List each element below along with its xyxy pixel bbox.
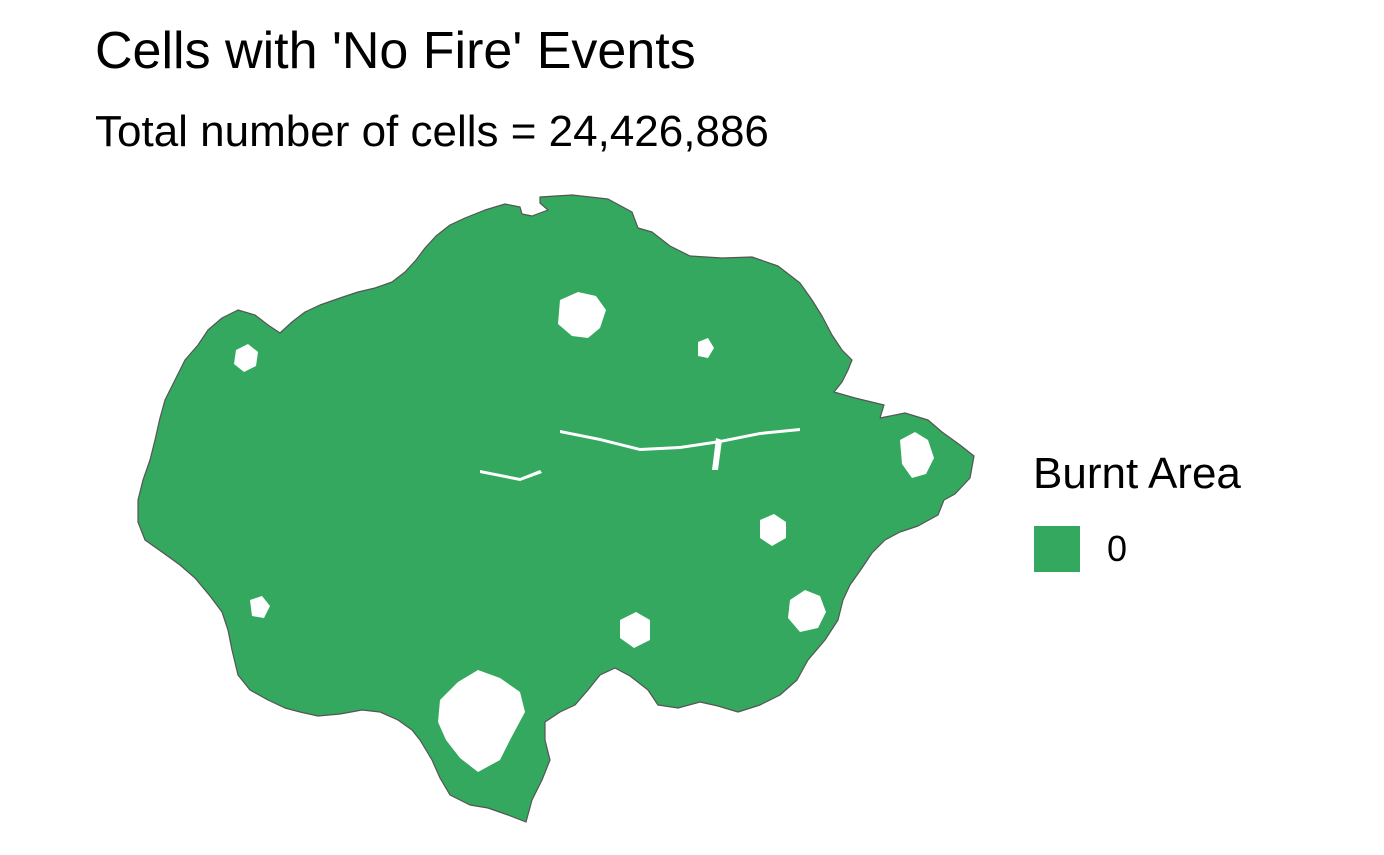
gap-southeast (788, 590, 826, 632)
gap-west (234, 344, 258, 372)
gap-river-1 (560, 428, 800, 451)
gap-river-2 (712, 438, 722, 470)
gap-river-3 (480, 470, 542, 481)
gap-east (900, 432, 934, 478)
legend: Burnt Area 0 (1033, 446, 1241, 572)
legend-item: 0 (1033, 526, 1233, 576)
gap-southwest (250, 596, 270, 618)
gap-south-central (620, 612, 650, 648)
gap-north (558, 292, 606, 338)
no-data-gaps (234, 292, 934, 772)
gap-northeast (698, 338, 714, 358)
legend-title: Burnt Area (1033, 449, 1241, 498)
gap-south (438, 670, 525, 772)
legend-label: 0 (1107, 528, 1128, 569)
region-shape (137, 194, 975, 823)
page-title: Cells with 'No Fire' Events (95, 22, 696, 80)
legend-swatch (1034, 526, 1080, 572)
page-subtitle: Total number of cells = 24,426,886 (95, 107, 769, 156)
gap-mid-east (760, 514, 786, 546)
